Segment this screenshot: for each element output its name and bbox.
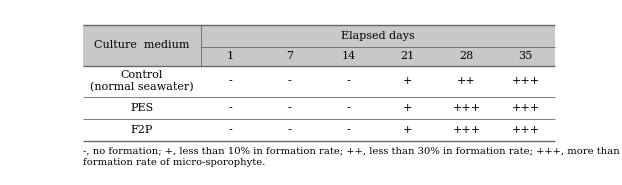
Text: -: - (228, 125, 232, 135)
Text: -: - (346, 103, 350, 113)
Text: +++: +++ (511, 103, 539, 113)
Text: +++: +++ (452, 125, 480, 135)
Text: -: - (346, 125, 350, 135)
Text: -: - (228, 76, 232, 86)
Text: 14: 14 (341, 51, 355, 61)
Text: Control
(normal seawater): Control (normal seawater) (90, 70, 193, 92)
Text: +: + (402, 125, 412, 135)
Text: -: - (346, 76, 350, 86)
Bar (83, 66, 555, 141)
Bar (83, 25, 555, 47)
Bar (83, 47, 555, 66)
Text: +: + (402, 103, 412, 113)
Text: Elapsed days: Elapsed days (341, 31, 415, 41)
Text: -: - (228, 103, 232, 113)
Text: 7: 7 (285, 51, 293, 61)
Text: ++: ++ (457, 76, 476, 86)
Text: 35: 35 (518, 51, 532, 61)
Text: PES: PES (130, 103, 153, 113)
Text: 28: 28 (459, 51, 473, 61)
Text: -: - (287, 125, 291, 135)
Text: +++: +++ (511, 76, 539, 86)
Text: +++: +++ (452, 103, 480, 113)
Text: -: - (287, 103, 291, 113)
Text: +: + (402, 76, 412, 86)
Text: -, no formation; +, less than 10% in formation rate; ++, less than 30% in format: -, no formation; +, less than 10% in for… (83, 146, 622, 167)
Text: +++: +++ (511, 125, 539, 135)
Text: -: - (287, 76, 291, 86)
Text: F2P: F2P (131, 125, 153, 135)
Text: 1: 1 (226, 51, 234, 61)
Text: Culture  medium: Culture medium (94, 40, 189, 50)
Text: 21: 21 (400, 51, 414, 61)
